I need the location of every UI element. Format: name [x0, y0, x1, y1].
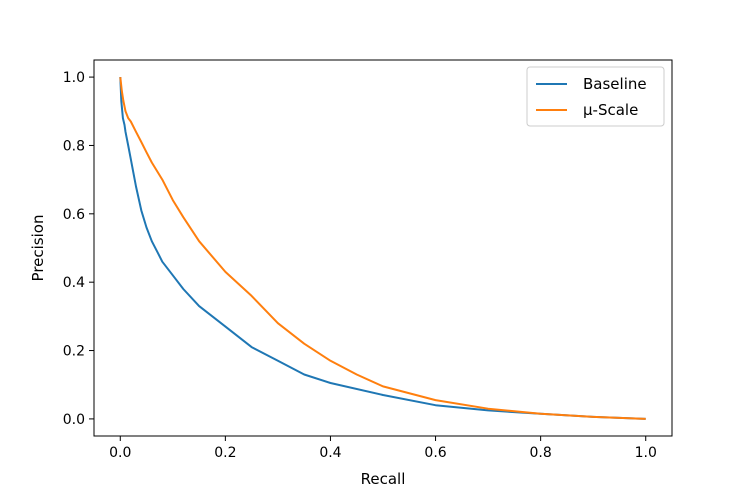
y-tick-label: 0.2 — [63, 344, 85, 360]
x-tick-label: 0.0 — [109, 445, 131, 461]
x-tick-label: 0.4 — [319, 445, 341, 461]
y-tick-label: 0.8 — [63, 138, 85, 154]
y-axis-ticks: 0.0 0.2 0.4 0.6 0.8 1.0 — [63, 70, 94, 428]
y-tick-label: 0.4 — [63, 275, 85, 291]
legend-label-0: Baseline — [583, 75, 647, 93]
y-tick-label: 1.0 — [63, 70, 85, 86]
series-lines — [119, 76, 646, 420]
x-tick-label: 0.8 — [530, 445, 552, 461]
series-line-0 — [119, 77, 646, 420]
axes-frame — [93, 59, 673, 437]
x-tick-label: 0.6 — [424, 445, 446, 461]
x-axis-ticks: 0.0 0.2 0.4 0.6 0.8 1.0 — [109, 436, 657, 461]
legend-box — [526, 66, 665, 127]
y-axis-label: Precision — [29, 215, 47, 282]
x-axis-label: Recall — [361, 470, 406, 488]
x-tick-label: 0.2 — [214, 445, 236, 461]
x-tick-label: 1.0 — [635, 445, 657, 461]
series-line-1 — [119, 76, 646, 420]
legend: Baseline μ-Scale — [526, 66, 665, 127]
y-tick-label: 0.0 — [63, 412, 85, 428]
y-tick-label: 0.6 — [63, 207, 85, 223]
legend-label-1: μ-Scale — [583, 101, 638, 119]
